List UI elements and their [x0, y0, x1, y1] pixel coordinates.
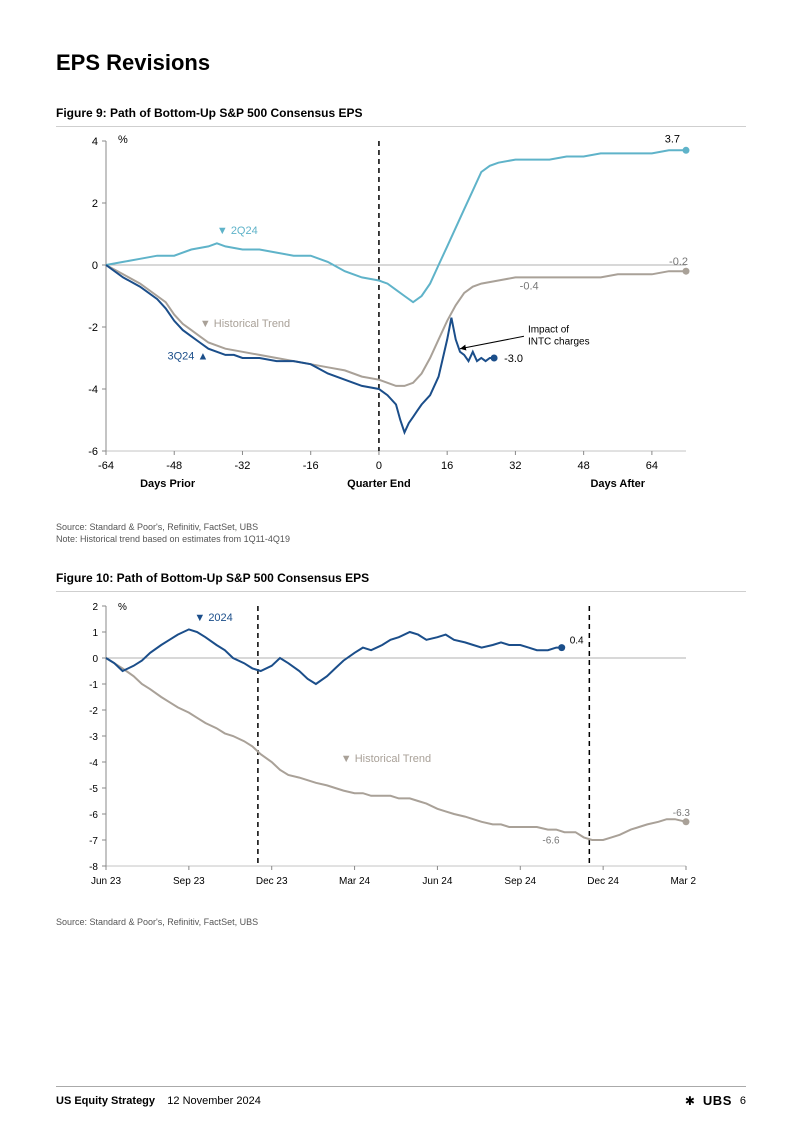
svg-text:Mar 24: Mar 24	[339, 876, 371, 887]
svg-text:32: 32	[509, 460, 521, 472]
svg-text:Sep 24: Sep 24	[504, 876, 536, 887]
ubs-keys-icon: ✱	[685, 1094, 695, 1108]
figure-10-rule	[56, 591, 746, 592]
figure-9-chart: -6 -4 -2 0 2 4% -64 -48 -32 -16 0 16 32 48 64 ▼ 2Q24 ▼ H…	[56, 131, 746, 516]
svg-text:-3.0: -3.0	[504, 353, 523, 365]
svg-text:-4: -4	[89, 758, 98, 769]
svg-text:▼ 2Q24: ▼ 2Q24	[217, 225, 258, 237]
figure-9-title: Figure 9: Path of Bottom-Up S&P 500 Cons…	[56, 106, 746, 120]
svg-text:-6: -6	[89, 810, 98, 821]
svg-text:48: 48	[578, 460, 590, 472]
svg-text:0: 0	[376, 460, 382, 472]
svg-text:Dec 23: Dec 23	[256, 876, 288, 887]
svg-text:1: 1	[92, 628, 98, 639]
svg-text:Sep 23: Sep 23	[173, 876, 205, 887]
svg-text:4: 4	[92, 136, 98, 148]
svg-text:3Q24 ▲: 3Q24 ▲	[167, 351, 208, 363]
svg-text:Jun 24: Jun 24	[422, 876, 452, 887]
figure-9: Figure 9: Path of Bottom-Up S&P 500 Cons…	[56, 106, 746, 545]
svg-text:Mar 25: Mar 25	[670, 876, 696, 887]
figure-9-rule	[56, 126, 746, 127]
svg-text:-32: -32	[235, 460, 251, 472]
figure-10-title: Figure 10: Path of Bottom-Up S&P 500 Con…	[56, 571, 746, 585]
figure-9-source: Source: Standard & Poor's, Refinitiv, Fa…	[56, 522, 746, 545]
svg-text:%: %	[118, 134, 128, 146]
svg-text:-3: -3	[89, 732, 98, 743]
svg-text:16: 16	[441, 460, 453, 472]
svg-text:3.7: 3.7	[665, 133, 680, 145]
svg-text:Impact of: Impact of	[528, 324, 569, 335]
svg-text:Jun 23: Jun 23	[91, 876, 121, 887]
svg-text:▼ 2024: ▼ 2024	[194, 612, 232, 624]
svg-text:-0.2: -0.2	[669, 256, 688, 268]
svg-text:Quarter End: Quarter End	[347, 478, 411, 490]
svg-text:-2: -2	[88, 322, 98, 334]
footer-page-no: 6	[740, 1095, 746, 1107]
page-footer: US Equity Strategy 12 November 2024 ✱ UB…	[56, 1086, 746, 1108]
svg-text:-5: -5	[89, 784, 98, 795]
svg-text:0.4: 0.4	[570, 636, 584, 647]
footer-left: US Equity Strategy 12 November 2024	[56, 1095, 261, 1107]
svg-text:Days Prior: Days Prior	[140, 478, 196, 490]
svg-text:-6: -6	[88, 446, 98, 458]
svg-text:Days After: Days After	[590, 478, 645, 490]
svg-text:-4: -4	[88, 384, 98, 396]
svg-text:2: 2	[92, 198, 98, 210]
figure-10-source: Source: Standard & Poor's, Refinitiv, Fa…	[56, 917, 746, 929]
page-title: EPS Revisions	[56, 50, 746, 76]
svg-text:▼ Historical Trend: ▼ Historical Trend	[341, 753, 431, 765]
svg-text:-7: -7	[89, 836, 98, 847]
svg-text:▼ Historical Trend: ▼ Historical Trend	[200, 318, 290, 330]
svg-text:INTC charges: INTC charges	[528, 336, 590, 347]
svg-text:Dec 24: Dec 24	[587, 876, 619, 887]
svg-text:-2: -2	[89, 706, 98, 717]
svg-text:-6.6: -6.6	[542, 836, 560, 847]
svg-text:-0.4: -0.4	[520, 280, 539, 292]
footer-right: ✱ UBS 6	[685, 1093, 746, 1108]
ubs-logo: UBS	[703, 1093, 732, 1108]
figure-9-source-1: Source: Standard & Poor's, Refinitiv, Fa…	[56, 522, 746, 534]
svg-text:-6.3: -6.3	[673, 808, 691, 819]
figure-10-chart: -8 -7 -6 -5 -4 -3 -2 -1 0 1 2% Jun 23 Sep 23 Dec 23 Ma…	[56, 596, 746, 911]
svg-text:-48: -48	[166, 460, 182, 472]
svg-text:-1: -1	[89, 680, 98, 691]
figure-10: Figure 10: Path of Bottom-Up S&P 500 Con…	[56, 571, 746, 929]
footer-doc-title: US Equity Strategy	[56, 1095, 155, 1107]
svg-text:-16: -16	[303, 460, 319, 472]
svg-text:-64: -64	[98, 460, 114, 472]
svg-text:0: 0	[92, 260, 98, 272]
footer-doc-date: 12 November 2024	[167, 1095, 261, 1107]
svg-text:2: 2	[92, 602, 98, 613]
svg-text:64: 64	[646, 460, 658, 472]
svg-text:-8: -8	[89, 862, 98, 873]
figure-9-source-2: Note: Historical trend based on estimate…	[56, 534, 746, 546]
svg-text:%: %	[118, 602, 127, 613]
svg-text:0: 0	[92, 654, 98, 665]
